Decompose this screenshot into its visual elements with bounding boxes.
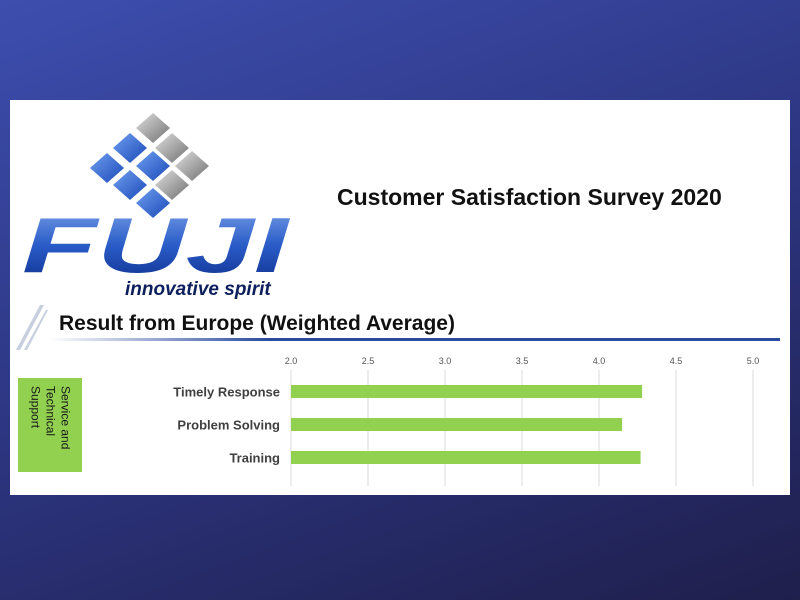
bar (291, 451, 641, 464)
y-tick-label: Training (229, 451, 280, 466)
x-tick-label: 5.0 (747, 356, 760, 366)
group-label: Service and Technical Support (18, 378, 82, 472)
chart-title: Result from Europe (Weighted Average) (59, 312, 455, 335)
bar (291, 418, 623, 431)
x-tick-label: 2.0 (285, 356, 298, 366)
logo-diamonds (90, 113, 209, 218)
y-tick-label: Problem Solving (177, 418, 280, 433)
slide-title: Customer Satisfaction Survey 2020 (337, 184, 722, 210)
bar (291, 385, 643, 398)
decoration (16, 305, 48, 350)
chart: 2.0 2.5 3.0 3.5 4.0 4.5 5.0 Timely Response Prob… (173, 356, 759, 486)
x-tick-label: 3.0 (439, 356, 452, 366)
title-rule (50, 338, 780, 341)
x-tick-label: 4.0 (593, 356, 606, 366)
tagline: innovative spirit (125, 279, 271, 300)
x-tick-label: 4.5 (670, 356, 683, 366)
brand: FUJI (22, 201, 290, 289)
y-tick-label: Timely Response (173, 385, 280, 400)
x-tick-label: 3.5 (516, 356, 529, 366)
x-tick-label: 2.5 (362, 356, 375, 366)
